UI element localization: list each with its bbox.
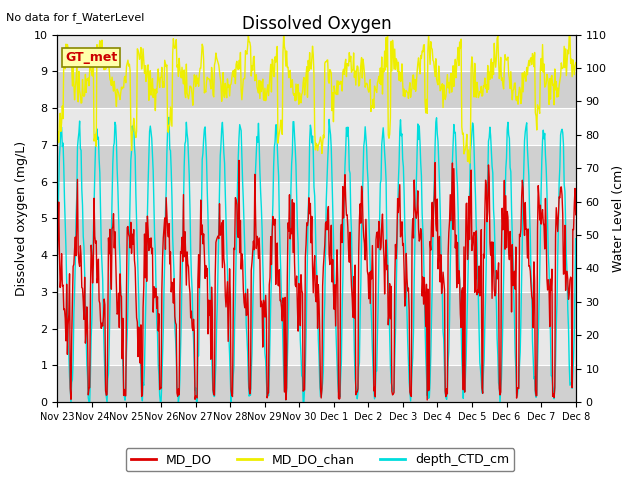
Legend: MD_DO, MD_DO_chan, depth_CTD_cm: MD_DO, MD_DO_chan, depth_CTD_cm: [126, 448, 514, 471]
Bar: [57, 35, 576, 72]
Title: Dissolved Oxygen: Dissolved Oxygen: [242, 15, 391, 33]
Y-axis label: Dissolved oxygen (mg/L): Dissolved oxygen (mg/L): [15, 141, 28, 296]
Bar: [57, 292, 576, 329]
Bar: [57, 365, 576, 402]
Bar: [57, 255, 576, 292]
Text: No data for f_WaterLevel: No data for f_WaterLevel: [6, 12, 145, 23]
Bar: [57, 108, 576, 145]
Bar: [57, 329, 576, 365]
Bar: [57, 181, 576, 218]
Bar: [57, 72, 576, 108]
Y-axis label: Water Level (cm): Water Level (cm): [612, 165, 625, 272]
Bar: [57, 218, 576, 255]
Text: GT_met: GT_met: [65, 51, 117, 64]
Bar: [57, 145, 576, 181]
